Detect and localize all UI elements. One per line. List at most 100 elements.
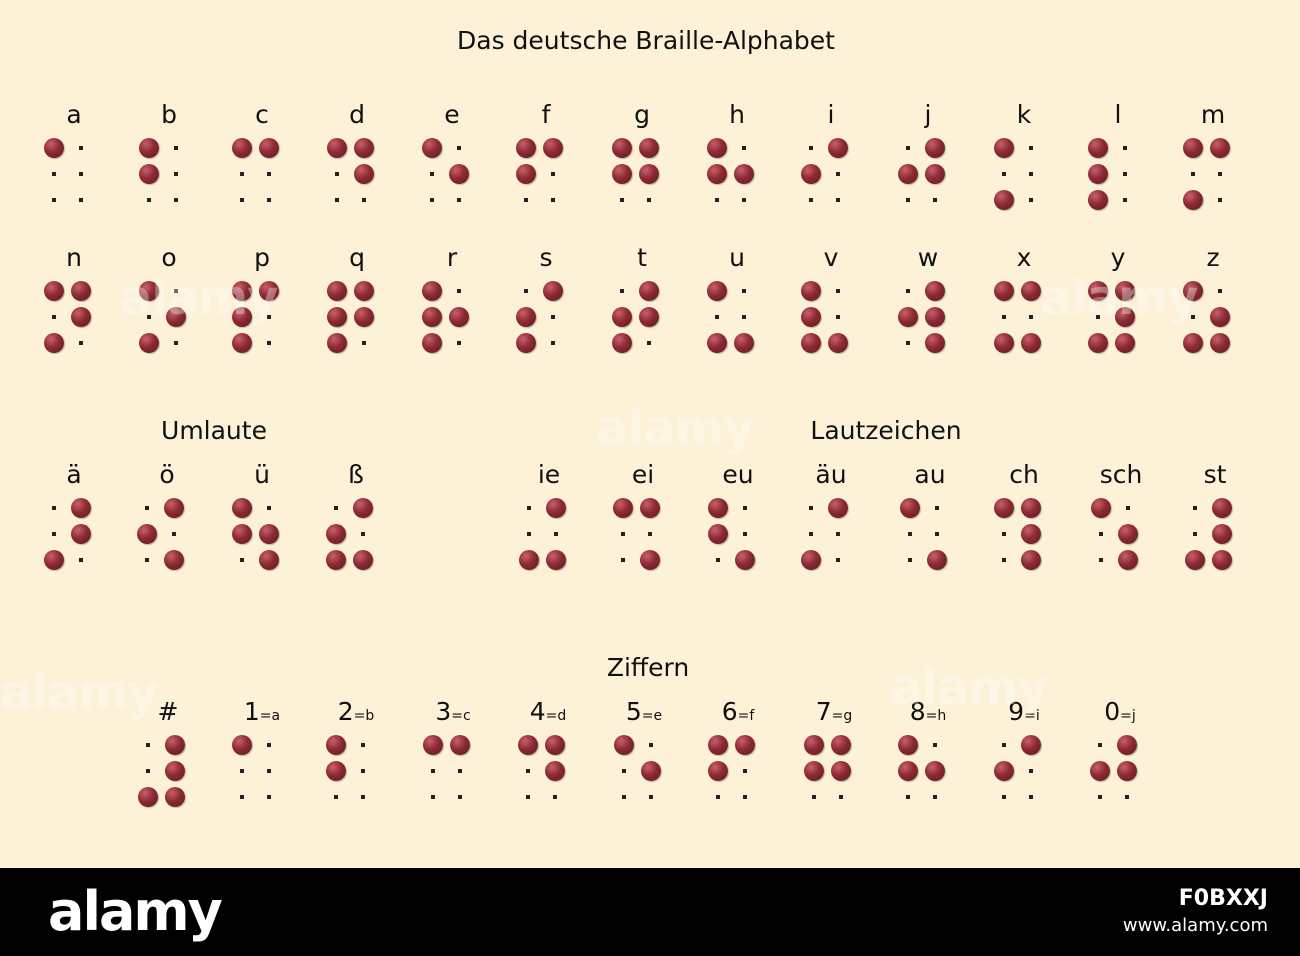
empty-dot-marker	[457, 289, 461, 293]
empty-dot-marker	[1002, 743, 1006, 747]
raised-dot	[707, 281, 727, 301]
empty-dot-marker	[431, 795, 435, 799]
cell-label: d	[317, 100, 397, 130]
empty-dot-marker	[908, 558, 912, 562]
raised-dot	[639, 138, 659, 158]
cell-label: ie	[509, 460, 589, 490]
cell-label-char: 5	[625, 697, 642, 726]
cell-label-sub: =i	[1024, 708, 1040, 724]
cell-label: ö	[127, 460, 207, 490]
raised-dot	[1183, 281, 1203, 301]
empty-dot-marker	[79, 558, 83, 562]
raised-dot	[423, 735, 443, 755]
empty-dot-marker	[716, 558, 720, 562]
cell-label-sub: =j	[1120, 708, 1136, 724]
raised-dot	[165, 761, 185, 781]
braille-cell-ei: ei	[603, 460, 683, 570]
cell-label-char: s	[539, 243, 553, 272]
raised-dot	[326, 524, 346, 544]
empty-dot-marker	[906, 341, 910, 345]
empty-dot-marker	[906, 198, 910, 202]
raised-dot	[327, 333, 347, 353]
empty-dot-marker	[524, 198, 528, 202]
empty-dot-marker	[146, 769, 150, 773]
raised-dot	[801, 164, 821, 184]
braille-cell-ü: ü	[222, 460, 302, 570]
cell-label-sub: =b	[353, 708, 375, 724]
braille-cell-f: f	[506, 100, 586, 210]
braille-cell-o: o	[129, 243, 209, 353]
umlaute-title: Umlaute	[161, 416, 267, 445]
raised-dot	[354, 307, 374, 327]
footer-meta: F0BXXJ www.alamy.com	[1123, 886, 1268, 936]
braille-cell-t: t	[602, 243, 682, 353]
braille-cell-s: s	[506, 243, 586, 353]
raised-dot	[994, 498, 1014, 518]
braille-cell-ie: ie	[509, 460, 589, 570]
ziffern-title: Ziffern	[606, 653, 690, 682]
cell-label-char: ö	[159, 460, 175, 489]
raised-dot	[543, 281, 563, 301]
empty-dot-marker	[908, 532, 912, 536]
empty-dot-marker	[1002, 558, 1006, 562]
raised-dot	[1091, 498, 1111, 518]
cell-label: u	[697, 243, 777, 273]
empty-dot-marker	[52, 506, 56, 510]
raised-dot	[232, 333, 252, 353]
empty-dot-marker	[743, 532, 747, 536]
cell-label-char: 6	[721, 697, 738, 726]
raised-dot	[734, 333, 754, 353]
raised-dot	[139, 138, 159, 158]
empty-dot-marker	[267, 341, 271, 345]
cell-label-char: 7	[815, 697, 832, 726]
cell-label: 3=c	[413, 697, 493, 727]
empty-dot-marker	[1193, 506, 1197, 510]
raised-dot	[516, 307, 536, 327]
empty-dot-marker	[1029, 769, 1033, 773]
raised-dot	[543, 138, 563, 158]
empty-dot-marker	[812, 795, 816, 799]
cell-label-char: g	[634, 100, 650, 129]
raised-dot	[1212, 524, 1232, 544]
raised-dot	[422, 333, 442, 353]
empty-dot-marker	[1096, 315, 1100, 319]
empty-dot-marker	[458, 769, 462, 773]
raised-dot	[828, 138, 848, 158]
empty-dot-marker	[458, 795, 462, 799]
cell-label-char: ch	[1009, 460, 1039, 489]
raised-dot	[1021, 735, 1041, 755]
empty-dot-marker	[362, 198, 366, 202]
cell-label-char: x	[1016, 243, 1032, 272]
raised-dot	[708, 761, 728, 781]
raised-dot	[326, 550, 346, 570]
cell-label: äu	[791, 460, 871, 490]
empty-dot-marker	[1029, 795, 1033, 799]
raised-dot	[898, 307, 918, 327]
cell-label-char: 0	[1104, 697, 1121, 726]
empty-dot-marker	[267, 506, 271, 510]
raised-dot	[545, 761, 565, 781]
raised-dot	[354, 164, 374, 184]
cell-label-char: ie	[537, 460, 561, 489]
empty-dot-marker	[267, 172, 271, 176]
braille-cell-r: r	[412, 243, 492, 353]
empty-dot-marker	[174, 172, 178, 176]
raised-dot	[353, 498, 373, 518]
cell-label: au	[890, 460, 970, 490]
empty-dot-marker	[527, 506, 531, 510]
empty-dot-marker	[620, 198, 624, 202]
braille-cell-x: x	[984, 243, 1064, 353]
empty-dot-marker	[1218, 198, 1222, 202]
braille-cell-y: y	[1078, 243, 1158, 353]
cell-label: i	[791, 100, 871, 130]
empty-dot-marker	[1029, 315, 1033, 319]
empty-dot-marker	[457, 146, 461, 150]
empty-dot-marker	[145, 558, 149, 562]
empty-dot-marker	[174, 146, 178, 150]
raised-dot	[1210, 307, 1230, 327]
empty-dot-marker	[742, 146, 746, 150]
braille-cell-5: 5=e	[604, 697, 684, 807]
empty-dot-marker	[174, 341, 178, 345]
braille-cell-sch: sch	[1081, 460, 1161, 570]
raised-dot	[1115, 307, 1135, 327]
